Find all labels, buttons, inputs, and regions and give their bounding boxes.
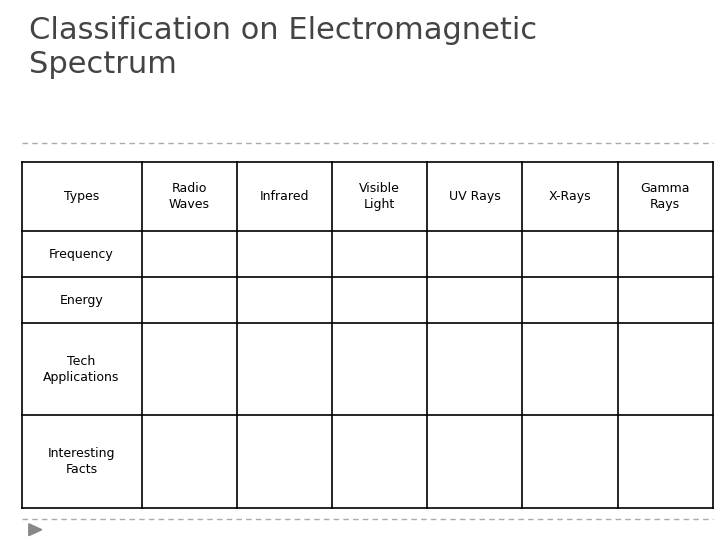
Text: Types: Types: [64, 190, 99, 203]
Text: Infrared: Infrared: [260, 190, 309, 203]
Text: Frequency: Frequency: [49, 248, 114, 261]
Text: Classification on Electromagnetic
Spectrum: Classification on Electromagnetic Spectr…: [29, 16, 537, 79]
Text: X-Rays: X-Rays: [549, 190, 591, 203]
Text: Radio
Waves: Radio Waves: [168, 182, 210, 211]
Text: UV Rays: UV Rays: [449, 190, 500, 203]
Text: Energy: Energy: [60, 294, 104, 307]
Text: Interesting
Facts: Interesting Facts: [48, 447, 115, 476]
Polygon shape: [29, 524, 42, 536]
Text: Tech
Applications: Tech Applications: [43, 355, 120, 384]
Text: Gamma
Rays: Gamma Rays: [641, 182, 690, 211]
Text: Visible
Light: Visible Light: [359, 182, 400, 211]
